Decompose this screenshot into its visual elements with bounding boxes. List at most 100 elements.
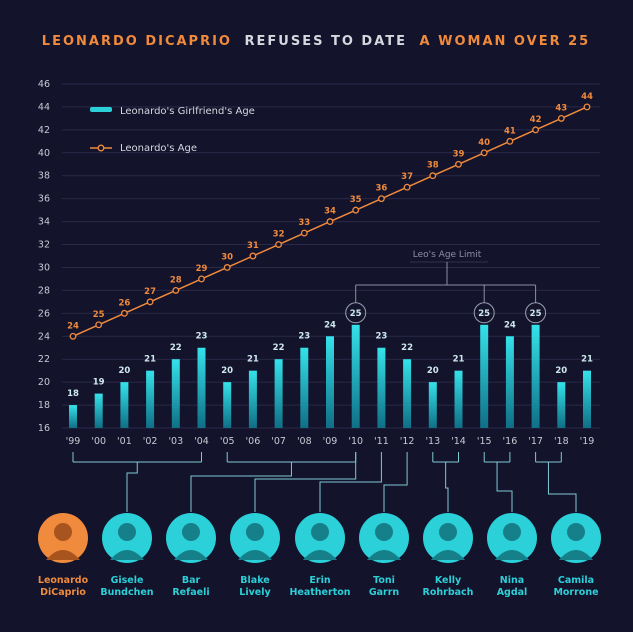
- person-first-name: Nina: [500, 575, 524, 586]
- age-value-label: 29: [196, 264, 208, 274]
- bar: [120, 382, 129, 428]
- portrait-head: [311, 523, 329, 541]
- bar-value-label: 22: [273, 343, 285, 353]
- connector: [254, 452, 357, 512]
- y-tick-label: 44: [38, 102, 50, 113]
- x-tick-label: '99: [66, 436, 81, 447]
- bar-value-label: 23: [375, 332, 387, 342]
- age-value-label: 27: [144, 287, 156, 297]
- y-tick-label: 30: [38, 262, 50, 273]
- bar: [69, 405, 77, 428]
- age-point: [532, 126, 540, 134]
- y-tick-label: 42: [38, 125, 50, 136]
- bar-value-label: 25: [350, 309, 362, 319]
- connector: [445, 462, 449, 512]
- age-point: [275, 241, 283, 248]
- bar-value-label: 25: [530, 309, 542, 319]
- age-point: [95, 321, 103, 329]
- bar-value-label: 25: [478, 309, 490, 319]
- bar-value-label: 22: [170, 343, 182, 353]
- legend-line-marker: [97, 144, 105, 152]
- y-tick-label: 36: [38, 194, 50, 205]
- title-part-1: LEONARDO DICAPRIO: [42, 34, 232, 49]
- y-tick-label: 34: [38, 217, 50, 228]
- age-point: [377, 195, 385, 203]
- x-tick-label: '16: [503, 436, 518, 447]
- connector: [319, 452, 382, 512]
- person-last-name: Refaeli: [172, 587, 209, 598]
- person-first-name: Blake: [240, 575, 269, 586]
- person-last-name: Garrn: [369, 587, 400, 598]
- bar-value-label: 21: [144, 355, 156, 365]
- bar-value-label: 21: [453, 355, 465, 365]
- age-point: [455, 160, 462, 168]
- age-value-label: 41: [504, 126, 516, 136]
- age-value-label: 38: [427, 161, 439, 171]
- highlight-circle: [525, 302, 547, 324]
- age-point: [223, 264, 231, 271]
- portrait-head: [182, 523, 200, 541]
- bar: [531, 324, 540, 428]
- age-value-label: 30: [221, 252, 233, 262]
- y-tick-label: 26: [38, 308, 50, 319]
- people-row: LeonardoDiCaprioGiseleBundchenBarRefaeli…: [38, 513, 601, 598]
- bar-value-label: 21: [247, 355, 259, 365]
- bar-value-label: 18: [67, 389, 79, 399]
- bar: [146, 370, 155, 428]
- portrait-head: [118, 523, 136, 541]
- person-last-name: Agdal: [497, 587, 528, 598]
- person-first-name: Erin: [309, 575, 330, 586]
- portrait-head: [567, 523, 585, 541]
- age-value-label: 44: [581, 92, 593, 102]
- y-tick-label: 20: [38, 377, 50, 388]
- age-point: [198, 275, 205, 283]
- y-tick-label: 22: [38, 354, 50, 365]
- portrait-shoulders: [559, 550, 593, 560]
- x-tick-label: '01: [117, 436, 132, 447]
- bar: [480, 324, 489, 428]
- y-tick-label: 32: [38, 240, 50, 251]
- bar: [583, 370, 591, 428]
- title-part-3: A WOMAN OVER 25: [420, 34, 591, 49]
- portrait-shoulders: [495, 550, 529, 560]
- x-tick-label: '18: [554, 436, 569, 447]
- x-tick-label: '06: [246, 436, 261, 447]
- age-value-label: 35: [350, 195, 362, 205]
- y-tick-label: 38: [38, 171, 50, 182]
- bar: [171, 359, 180, 428]
- x-axis: '99 '00 '01 '02 '03 '04 '05 '06 '07 '08 '09 '10 '11 '…: [66, 436, 595, 447]
- age-value-label: 24: [67, 321, 79, 331]
- age-point: [172, 286, 180, 294]
- bar-value-label: 20: [221, 366, 233, 376]
- age-point: [120, 309, 128, 317]
- bar: [274, 359, 283, 428]
- bar: [454, 370, 463, 428]
- bar: [223, 382, 232, 428]
- bar-value-label: 22: [401, 343, 413, 353]
- bar-value-label: 21: [581, 355, 593, 365]
- person-first-name: Toni: [373, 575, 395, 586]
- age-value-label: 33: [298, 218, 310, 228]
- x-tick-label: '08: [297, 436, 312, 447]
- x-tick-label: '17: [528, 436, 543, 447]
- y-tick-label: 18: [38, 400, 50, 411]
- portrait-head: [439, 523, 457, 541]
- bar-value-label: 20: [427, 366, 439, 376]
- portrait-shoulders: [174, 550, 208, 560]
- age-point: [403, 183, 411, 191]
- age-point: [429, 172, 437, 180]
- person-last-name: DiCaprio: [40, 587, 86, 598]
- portrait-head: [54, 523, 72, 541]
- age-value-label: 25: [93, 310, 105, 320]
- bar-value-label: 19: [93, 378, 105, 388]
- bar-value-label: 20: [118, 366, 130, 376]
- connector: [547, 462, 577, 512]
- portrait-head: [375, 523, 393, 541]
- portrait-shoulders: [46, 550, 80, 560]
